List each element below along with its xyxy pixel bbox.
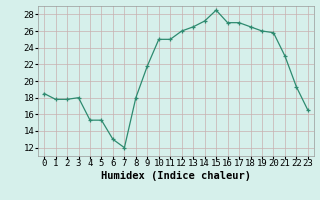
X-axis label: Humidex (Indice chaleur): Humidex (Indice chaleur) [101, 171, 251, 181]
